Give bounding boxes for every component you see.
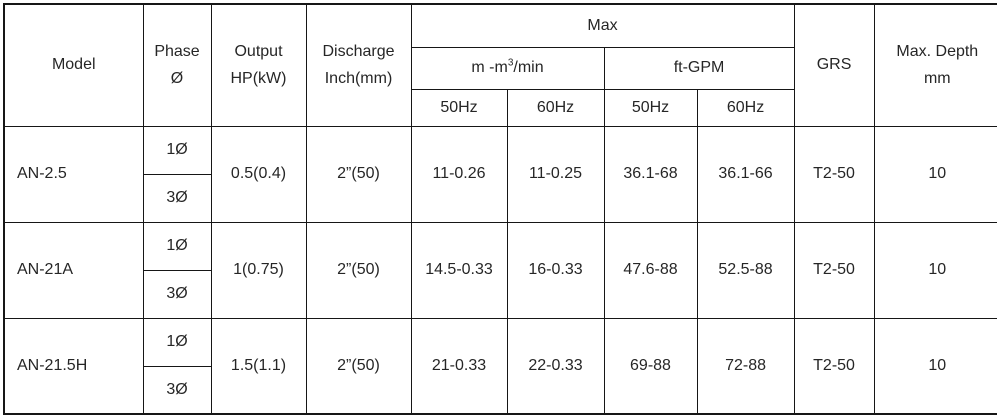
- cell-discharge: 2”(50): [305, 221, 412, 319]
- header-max-depth-line1: Max. Depth: [896, 43, 979, 61]
- header-max: Max: [410, 3, 795, 48]
- header-row-top: Model Phase Ø Output HP(kW) Discharge Inch(…: [3, 3, 997, 127]
- header-gpm-60hz: 60Hz: [696, 88, 795, 127]
- pump-spec-table: Model Phase Ø Output HP(kW) Discharge Inch(…: [3, 3, 997, 415]
- header-phase: Phase Ø: [142, 3, 212, 127]
- header-gpm-50hz: 50Hz: [603, 88, 698, 127]
- table-row: AN-2.5 1Ø 0.5(0.4) 2”(50) 11-0.26 11-0.2…: [3, 125, 997, 223]
- cell-model: AN-21.5H: [3, 317, 144, 415]
- header-flow-metric: m -m3/min: [410, 46, 605, 90]
- header-model: Model: [3, 3, 144, 127]
- header-row-units: m -m3/min ft-GPM: [4, 46, 997, 90]
- header-discharge-line2: Inch(mm): [324, 70, 393, 88]
- header-output-line2: HP(kW): [230, 70, 287, 88]
- cell-max-metric-60hz: 22-0.33: [506, 317, 605, 415]
- header-flow-gpm: ft-GPM: [603, 46, 795, 90]
- table-row: AN-21.5H 1Ø 1.5(1.1) 2”(50) 21-0.33 22-0…: [3, 317, 997, 415]
- cell-phase-1: 1Ø: [142, 317, 212, 367]
- cell-max-gpm-60hz: 52.5-88: [696, 221, 795, 319]
- header-row-frequency: 50Hz 60Hz 50Hz 60Hz: [4, 88, 997, 127]
- cell-max-metric-50hz: 21-0.33: [410, 317, 508, 415]
- cell-discharge: 2”(50): [305, 125, 412, 223]
- cell-depth: 10: [873, 221, 997, 319]
- cell-model: AN-21A: [3, 221, 144, 319]
- cell-max-gpm-50hz: 69-88: [603, 317, 698, 415]
- header-phase-line2: Ø: [170, 70, 184, 88]
- cell-phase-3: 3Ø: [142, 173, 212, 223]
- cell-max-gpm-60hz: 36.1-66: [696, 125, 795, 223]
- cell-depth: 10: [873, 317, 997, 415]
- cell-output: 1(0.75): [210, 221, 307, 319]
- header-metric-50hz: 50Hz: [410, 88, 508, 127]
- cell-discharge: 2”(50): [305, 317, 412, 415]
- header-metric-60hz: 60Hz: [506, 88, 605, 127]
- header-discharge-line1: Discharge: [322, 43, 395, 61]
- header-flow-metric-prefix: m -m: [471, 59, 508, 76]
- header-phase-line1: Phase: [154, 43, 200, 61]
- cell-max-metric-60hz: 16-0.33: [506, 221, 605, 319]
- cell-max-gpm-60hz: 72-88: [696, 317, 795, 415]
- header-output: Output HP(kW): [210, 3, 307, 127]
- header-max-depth-line2: mm: [923, 70, 951, 88]
- cell-grs: T2-50: [793, 221, 875, 319]
- header-max-depth: Max. Depth mm: [873, 3, 997, 127]
- cell-max-gpm-50hz: 36.1-68: [603, 125, 698, 223]
- header-output-line1: Output: [234, 43, 283, 61]
- cell-model: AN-2.5: [3, 125, 144, 223]
- cell-depth: 10: [873, 125, 997, 223]
- header-flow-metric-suffix: /min: [513, 59, 544, 76]
- header-flow-metric-sup: 3: [507, 57, 514, 69]
- cell-output: 1.5(1.1): [210, 317, 307, 415]
- cell-phase-1: 1Ø: [142, 221, 212, 271]
- table-row: 3Ø: [4, 365, 997, 415]
- cell-max-gpm-50hz: 47.6-88: [603, 221, 698, 319]
- header-discharge: Discharge Inch(mm): [305, 3, 412, 127]
- cell-phase-3: 3Ø: [142, 365, 212, 415]
- cell-phase-3: 3Ø: [142, 269, 212, 319]
- cell-grs: T2-50: [793, 317, 875, 415]
- header-grs: GRS: [793, 3, 875, 127]
- cell-max-metric-50hz: 14.5-0.33: [410, 221, 508, 319]
- cell-max-metric-60hz: 11-0.25: [506, 125, 605, 223]
- table-row: AN-21A 1Ø 1(0.75) 2”(50) 14.5-0.33 16-0.…: [3, 221, 997, 319]
- cell-phase-1: 1Ø: [142, 125, 212, 175]
- cell-grs: T2-50: [793, 125, 875, 223]
- cell-output: 0.5(0.4): [210, 125, 307, 223]
- cell-max-metric-50hz: 11-0.26: [410, 125, 508, 223]
